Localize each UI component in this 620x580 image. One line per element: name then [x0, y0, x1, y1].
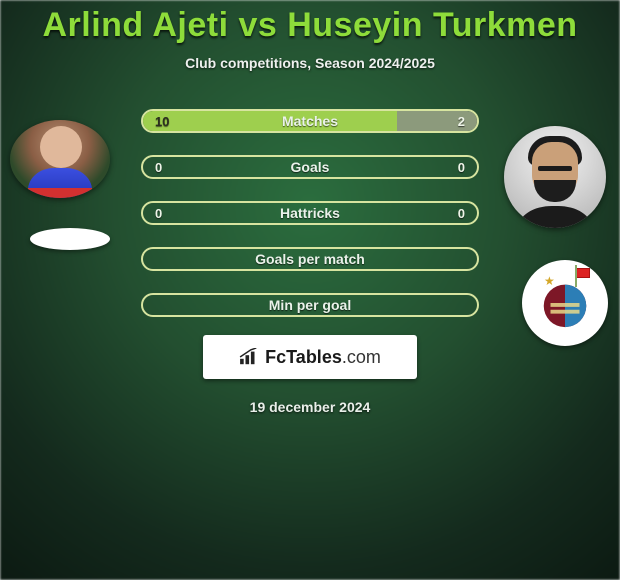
stat-row: Goals0 0	[141, 155, 479, 179]
stat-left-value: 0	[155, 157, 162, 177]
date-text: 19 december 2024	[250, 399, 371, 415]
bar-chart-icon	[239, 348, 261, 366]
club-right-badge: ★	[522, 260, 608, 346]
player-right-portrait	[504, 126, 606, 228]
logo-text: FcTables.com	[265, 347, 381, 368]
stat-right-value: 0	[458, 157, 465, 177]
comparison-bars: Matches102Goals00Hattricks00Goals per ma…	[141, 109, 479, 317]
subtitle: Club competitions, Season 2024/2025	[185, 55, 435, 71]
stat-label: Hattricks	[143, 203, 477, 223]
stat-left-value: 0	[155, 203, 162, 223]
stat-label: Goals per match	[143, 249, 477, 269]
player-right-shirt	[518, 206, 592, 228]
player-left-portrait	[10, 120, 110, 198]
player-right-brows	[538, 166, 572, 171]
stat-row: Goals per match	[141, 247, 479, 271]
page-title: Arlind Ajeti vs Huseyin Turkmen	[42, 6, 577, 45]
stat-left-value: 10	[155, 111, 169, 131]
stat-right-value: 0	[458, 203, 465, 223]
stat-row: Min per goal	[141, 293, 479, 317]
fctables-logo: FcTables.com	[203, 335, 417, 379]
stat-right-value: 2	[458, 111, 465, 131]
stat-label: Goals	[143, 157, 477, 177]
club-star-icon: ★	[544, 274, 555, 288]
stat-row: Hattricks0 0	[141, 201, 479, 225]
stat-label: Min per goal	[143, 295, 477, 315]
player-left-head	[40, 126, 82, 168]
stat-row: Matches10 2	[141, 109, 479, 133]
club-left-placeholder	[30, 228, 110, 250]
logo-brand: FcTables	[265, 347, 342, 367]
club-flag-icon	[576, 268, 590, 278]
logo-domain: .com	[342, 347, 381, 367]
player-right-beard	[534, 180, 576, 202]
stat-label: Matches	[143, 111, 477, 131]
player-left-jersey-band	[28, 188, 92, 198]
